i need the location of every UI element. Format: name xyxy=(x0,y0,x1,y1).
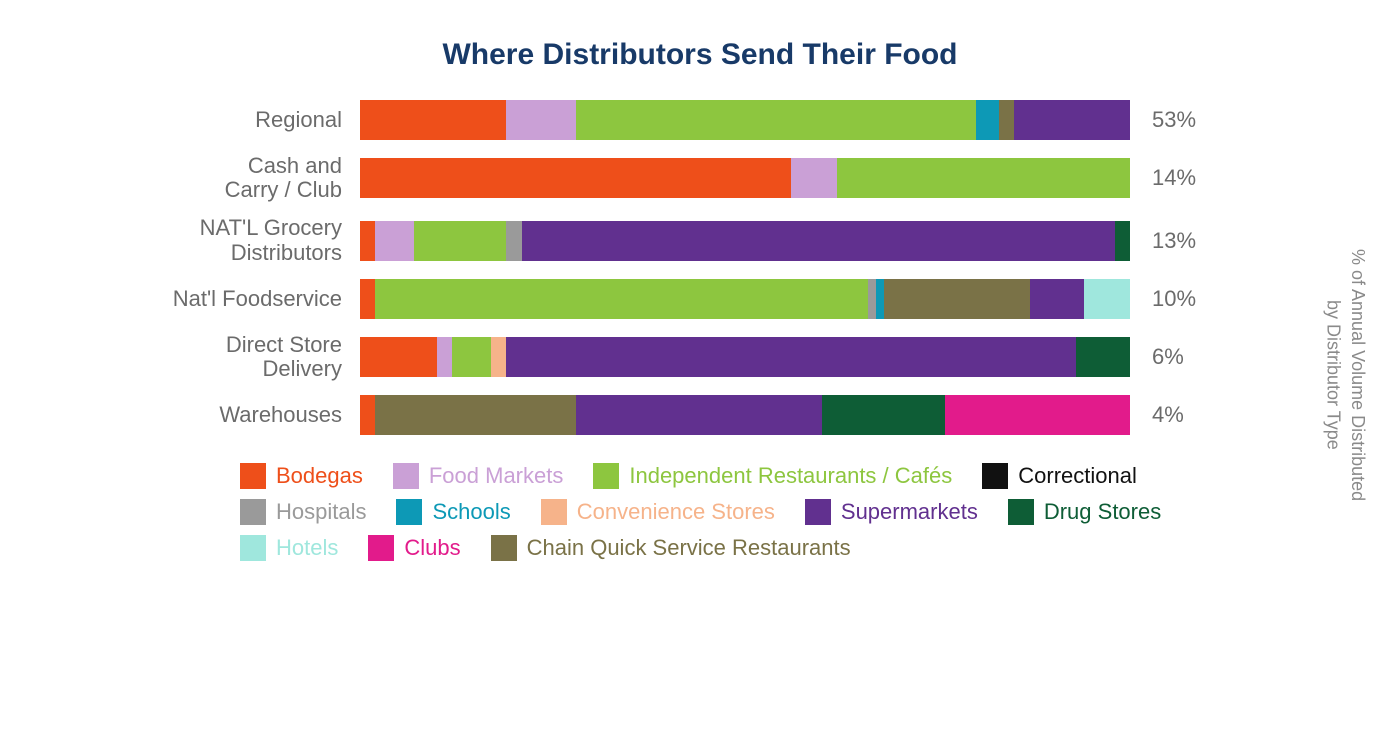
bar-segment xyxy=(976,100,999,140)
legend-label: Schools xyxy=(432,499,510,525)
bar-segment xyxy=(999,100,1014,140)
bar-segment xyxy=(360,221,375,261)
legend-swatch xyxy=(393,463,419,489)
legend-label: Bodegas xyxy=(276,463,363,489)
legend-swatch xyxy=(396,499,422,525)
row-label: Nat'l Foodservice xyxy=(50,287,360,311)
row-label: Regional xyxy=(50,108,360,132)
legend-label: Chain Quick Service Restaurants xyxy=(527,535,851,561)
bar-segment xyxy=(437,337,452,377)
row-label: Direct Store Delivery xyxy=(50,333,360,381)
legend-label: Food Markets xyxy=(429,463,564,489)
bar-rows: % of Annual Volume Distributed by Distri… xyxy=(50,100,1350,435)
bar-segment xyxy=(522,221,1115,261)
legend-item: Schools xyxy=(396,499,510,525)
bar-segment xyxy=(1084,279,1130,319)
bar-segment xyxy=(945,395,1130,435)
bar-row: NAT'L Grocery Distributors 13% xyxy=(50,216,1350,264)
legend-swatch xyxy=(491,535,517,561)
legend-swatch xyxy=(240,463,266,489)
legend: Bodegas Food Markets Independent Restauran… xyxy=(240,463,1190,561)
legend-swatch xyxy=(541,499,567,525)
legend-label: Convenience Stores xyxy=(577,499,775,525)
bar-segment xyxy=(837,158,1130,198)
legend-item: Clubs xyxy=(368,535,460,561)
legend-item: Drug Stores xyxy=(1008,499,1161,525)
legend-label: Supermarkets xyxy=(841,499,978,525)
bar-segment xyxy=(876,279,884,319)
legend-swatch xyxy=(240,499,266,525)
bar-segment xyxy=(1030,279,1084,319)
bar-segment xyxy=(506,100,575,140)
bar-segment xyxy=(360,279,375,319)
legend-swatch xyxy=(805,499,831,525)
stacked-bar xyxy=(360,158,1130,198)
stacked-bar xyxy=(360,395,1130,435)
legend-label: Hotels xyxy=(276,535,338,561)
bar-segment xyxy=(1115,221,1130,261)
legend-swatch xyxy=(982,463,1008,489)
legend-swatch xyxy=(593,463,619,489)
bar-segment xyxy=(576,100,976,140)
bar-segment xyxy=(822,395,945,435)
legend-swatch xyxy=(240,535,266,561)
bar-segment xyxy=(414,221,506,261)
side-axis-label: % of Annual Volume Distributed by Distri… xyxy=(1321,210,1370,540)
legend-item: Food Markets xyxy=(393,463,564,489)
row-label: Warehouses xyxy=(50,403,360,427)
stacked-bar xyxy=(360,100,1130,140)
row-label: Cash and Carry / Club xyxy=(50,154,360,202)
legend-label: Independent Restaurants / Cafés xyxy=(629,463,952,489)
legend-item: Hospitals xyxy=(240,499,366,525)
legend-item: Bodegas xyxy=(240,463,363,489)
legend-label: Drug Stores xyxy=(1044,499,1161,525)
bar-segment xyxy=(868,279,876,319)
legend-label: Clubs xyxy=(404,535,460,561)
legend-item: Supermarkets xyxy=(805,499,978,525)
row-value: 13% xyxy=(1130,228,1210,254)
bar-segment xyxy=(506,221,521,261)
legend-label: Hospitals xyxy=(276,499,366,525)
bar-segment xyxy=(884,279,1030,319)
legend-label: Correctional xyxy=(1018,463,1137,489)
legend-swatch xyxy=(368,535,394,561)
bar-segment xyxy=(791,158,837,198)
legend-item: Convenience Stores xyxy=(541,499,775,525)
bar-segment xyxy=(360,100,506,140)
bar-segment xyxy=(375,395,575,435)
bar-row: Cash and Carry / Club 14% xyxy=(50,154,1350,202)
bar-segment xyxy=(452,337,491,377)
bar-row: Direct Store Delivery 6% xyxy=(50,333,1350,381)
legend-item: Chain Quick Service Restaurants xyxy=(491,535,851,561)
stacked-bar xyxy=(360,221,1130,261)
bar-segment xyxy=(375,279,868,319)
bar-row: Warehouses 4% xyxy=(50,395,1350,435)
chart-title: Where Distributors Send Their Food xyxy=(50,38,1350,72)
chart-container: Where Distributors Send Their Food % of … xyxy=(50,20,1350,561)
legend-item: Independent Restaurants / Cafés xyxy=(593,463,952,489)
stacked-bar xyxy=(360,279,1130,319)
bar-segment xyxy=(375,221,414,261)
bar-row: Nat'l Foodservice 10% xyxy=(50,279,1350,319)
bar-segment xyxy=(360,158,791,198)
row-value: 6% xyxy=(1130,344,1210,370)
bar-segment xyxy=(1076,337,1130,377)
legend-item: Correctional xyxy=(982,463,1137,489)
row-value: 10% xyxy=(1130,286,1210,312)
row-value: 14% xyxy=(1130,165,1210,191)
bar-segment xyxy=(1014,100,1130,140)
bar-segment xyxy=(576,395,822,435)
row-value: 4% xyxy=(1130,402,1210,428)
legend-swatch xyxy=(1008,499,1034,525)
bar-segment xyxy=(491,337,506,377)
stacked-bar xyxy=(360,337,1130,377)
row-value: 53% xyxy=(1130,107,1210,133)
legend-item: Hotels xyxy=(240,535,338,561)
row-label: NAT'L Grocery Distributors xyxy=(50,216,360,264)
bar-segment xyxy=(506,337,1076,377)
bar-segment xyxy=(360,395,375,435)
bar-segment xyxy=(360,337,437,377)
bar-row: Regional 53% xyxy=(50,100,1350,140)
